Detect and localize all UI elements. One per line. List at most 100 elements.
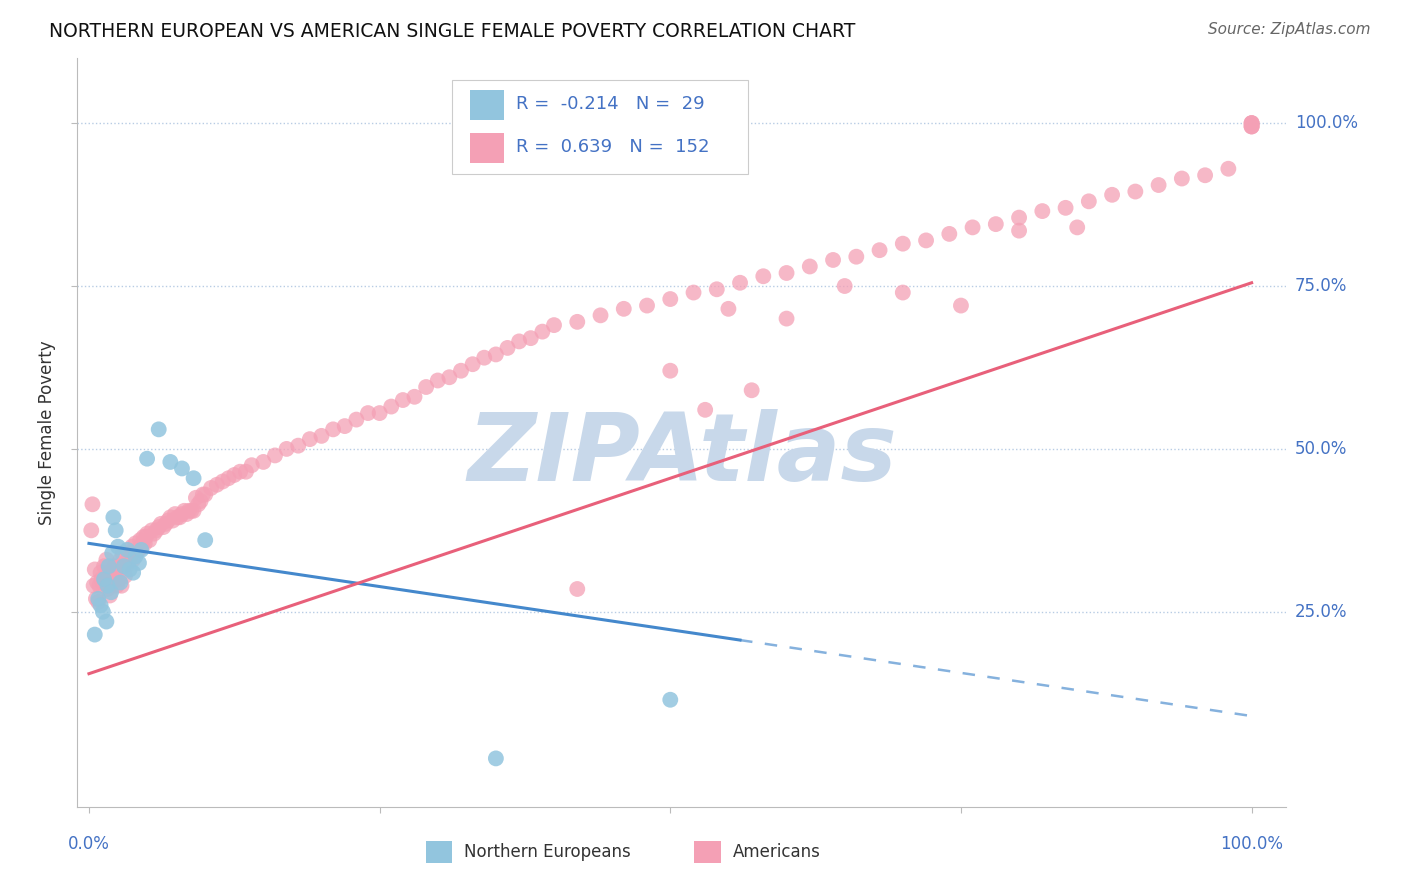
Point	[869, 243, 891, 257]
Point	[567, 315, 589, 329]
Point	[148, 520, 170, 534]
Point	[128, 542, 150, 557]
Point	[124, 549, 146, 564]
Point	[89, 579, 111, 593]
Text: 50.0%: 50.0%	[1295, 440, 1347, 458]
Point	[148, 422, 170, 436]
Point	[150, 516, 173, 531]
Point	[1008, 224, 1031, 238]
Point	[1147, 178, 1170, 192]
Point	[191, 487, 214, 501]
Point	[117, 546, 139, 560]
Point	[717, 301, 740, 316]
Point	[101, 546, 124, 560]
Point	[380, 400, 402, 414]
Point	[1054, 201, 1077, 215]
Point	[741, 384, 763, 398]
Point	[276, 442, 298, 456]
Point	[138, 533, 160, 548]
Point	[938, 227, 960, 241]
FancyBboxPatch shape	[695, 841, 721, 863]
Point	[91, 575, 114, 590]
Point	[90, 572, 112, 586]
Point	[962, 220, 984, 235]
Point	[129, 542, 152, 557]
Point	[94, 575, 117, 590]
Text: 25.0%: 25.0%	[1295, 603, 1347, 621]
Point	[205, 477, 228, 491]
Point	[97, 566, 120, 580]
Point	[152, 520, 174, 534]
Point	[110, 579, 132, 593]
Point	[799, 260, 821, 274]
Text: R =  0.639   N =  152: R = 0.639 N = 152	[516, 137, 710, 156]
Point	[104, 524, 127, 538]
Point	[1240, 116, 1263, 130]
Point	[368, 406, 391, 420]
Point	[100, 566, 122, 580]
Point	[169, 510, 191, 524]
Point	[111, 546, 134, 560]
Point	[98, 589, 121, 603]
Point	[333, 419, 356, 434]
Point	[224, 467, 246, 482]
Point	[1125, 185, 1147, 199]
Point	[159, 455, 181, 469]
Point	[775, 311, 797, 326]
Point	[485, 347, 508, 361]
Point	[1077, 194, 1099, 209]
Point	[170, 507, 193, 521]
Point	[1240, 116, 1263, 130]
Point	[118, 562, 141, 576]
Point	[173, 504, 195, 518]
Point	[96, 582, 118, 596]
Point	[104, 569, 127, 583]
Point	[112, 559, 135, 574]
Point	[87, 595, 110, 609]
Point	[124, 536, 146, 550]
Point	[83, 562, 105, 576]
Point	[415, 380, 437, 394]
Point	[128, 556, 150, 570]
Point	[589, 309, 612, 323]
FancyBboxPatch shape	[470, 133, 505, 163]
Point	[311, 429, 333, 443]
Point	[120, 549, 142, 564]
Point	[821, 252, 844, 267]
Point	[211, 475, 233, 489]
Point	[155, 516, 177, 531]
Point	[183, 471, 205, 485]
Point	[264, 449, 287, 463]
Text: 0.0%: 0.0%	[67, 835, 110, 853]
Point	[845, 250, 868, 264]
Point	[103, 572, 125, 586]
Point	[117, 542, 139, 557]
Point	[1171, 171, 1194, 186]
Point	[834, 279, 856, 293]
Point	[357, 406, 380, 420]
Point	[97, 559, 120, 574]
Point	[235, 465, 257, 479]
Point	[101, 575, 124, 590]
Text: NORTHERN EUROPEAN VS AMERICAN SINGLE FEMALE POVERTY CORRELATION CHART: NORTHERN EUROPEAN VS AMERICAN SINGLE FEM…	[49, 22, 856, 41]
Point	[187, 497, 209, 511]
Point	[90, 566, 112, 580]
Point	[426, 374, 449, 388]
FancyBboxPatch shape	[426, 841, 453, 863]
Point	[131, 536, 153, 550]
Point	[83, 627, 105, 641]
Text: Source: ZipAtlas.com: Source: ZipAtlas.com	[1208, 22, 1371, 37]
Point	[170, 461, 193, 475]
Text: 100.0%: 100.0%	[1220, 835, 1284, 853]
Point	[112, 556, 135, 570]
Point	[121, 540, 143, 554]
Point	[240, 458, 263, 473]
Point	[105, 579, 128, 593]
Point	[322, 422, 344, 436]
Point	[728, 276, 751, 290]
Point	[1066, 220, 1088, 235]
Point	[93, 572, 115, 586]
Point	[110, 552, 132, 566]
Point	[915, 234, 938, 248]
FancyBboxPatch shape	[470, 90, 505, 120]
